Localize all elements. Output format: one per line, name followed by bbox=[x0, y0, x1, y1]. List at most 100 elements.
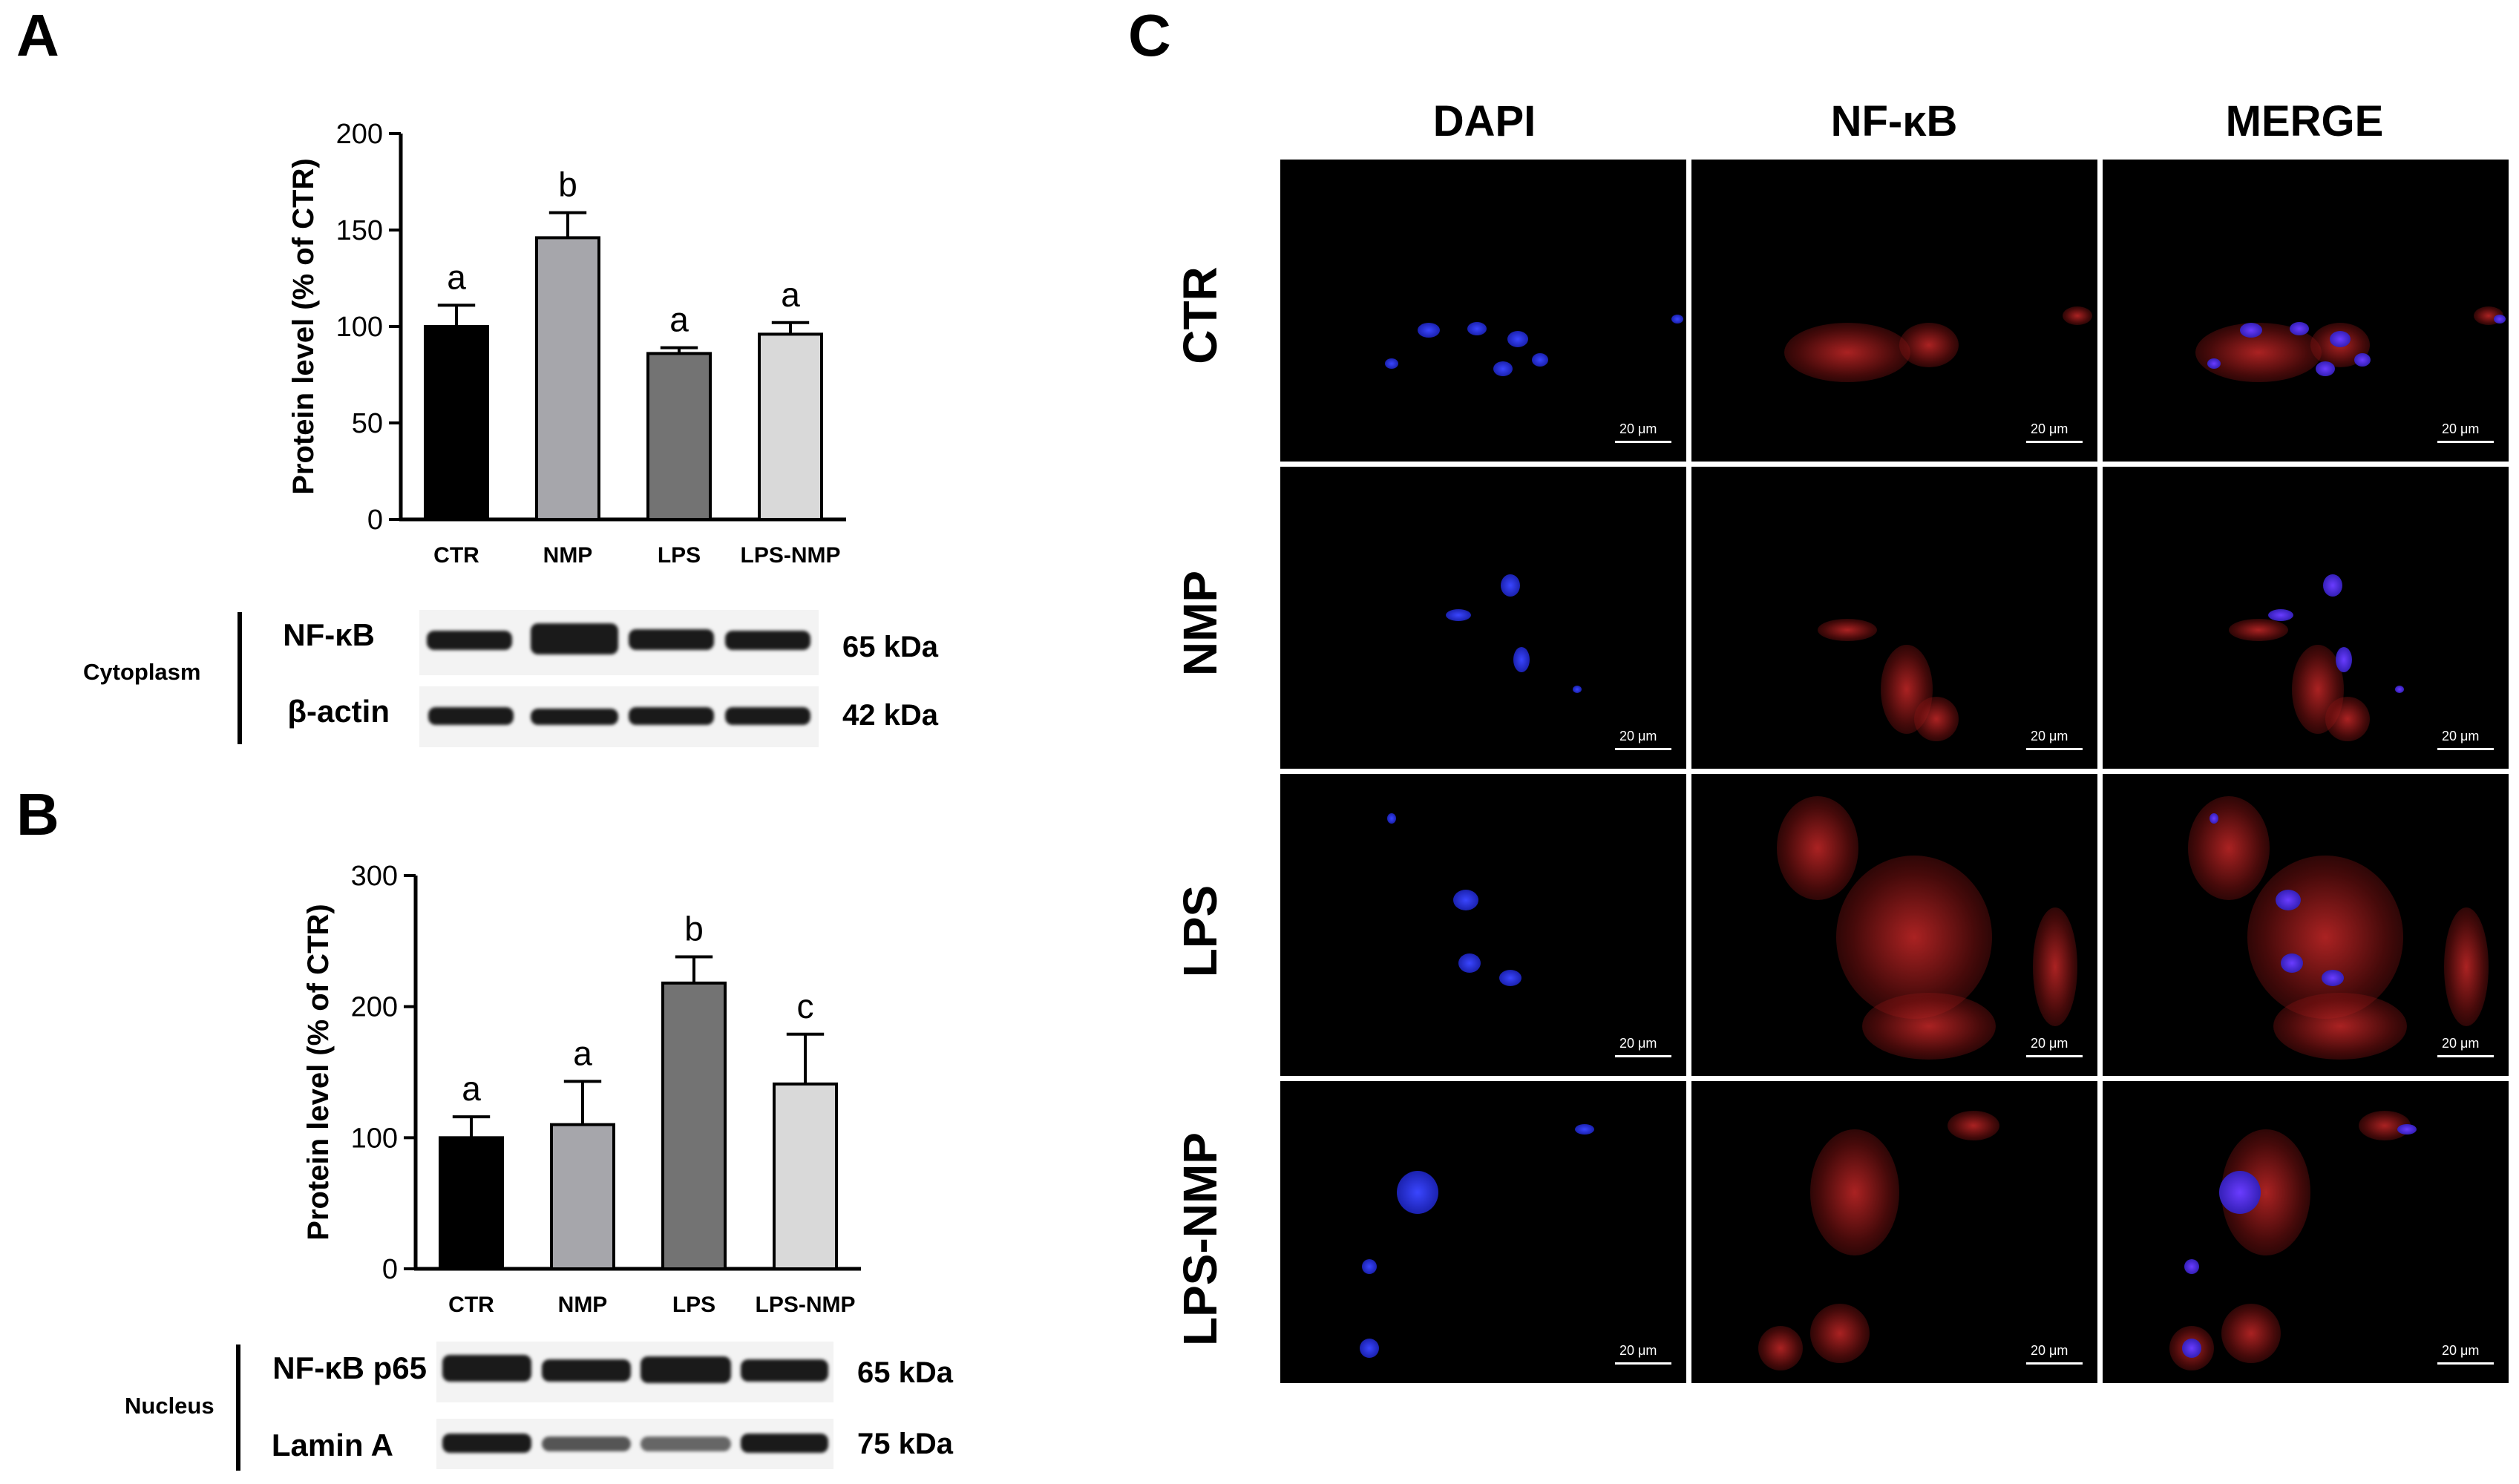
nucleus bbox=[1397, 1171, 1438, 1214]
significance-letter: b bbox=[558, 165, 577, 204]
scale-bar-label: 20 μm bbox=[2442, 421, 2480, 436]
cytoplasm-signal bbox=[1758, 1326, 1803, 1370]
x-tick-label: NMP bbox=[543, 543, 593, 568]
blot-label-nfkb-p65: NF-κB p65 bbox=[272, 1350, 427, 1385]
significance-letter: c bbox=[797, 987, 814, 1025]
significance-letter: a bbox=[573, 1034, 592, 1072]
bar-lps bbox=[661, 981, 727, 1270]
y-tick-label: 300 bbox=[351, 861, 398, 892]
micrograph-ctr-nfb: 20 μm bbox=[1691, 160, 2097, 462]
column-title-merge: MERGE bbox=[2225, 97, 2384, 145]
scale-bar bbox=[2437, 748, 2494, 750]
cytoplasm-signal bbox=[2325, 697, 2370, 741]
micrograph-nmp-nfb: 20 μm bbox=[1691, 467, 2097, 769]
nucleus bbox=[1387, 813, 1396, 824]
bar-lps-nmp bbox=[758, 332, 823, 521]
nucleus bbox=[1532, 353, 1548, 367]
scale-bar bbox=[2026, 748, 2083, 750]
micrograph-nmp-dapi: 20 μm bbox=[1280, 467, 1686, 769]
scale-bar bbox=[1615, 1362, 1671, 1365]
column-title-nfkb: NF-κB bbox=[1830, 97, 1958, 145]
micrograph-lps-nfb: 20 μm bbox=[1691, 774, 2097, 1076]
bar-lps-nmp bbox=[773, 1082, 838, 1270]
nucleus bbox=[2276, 890, 2301, 910]
nucleus bbox=[2397, 1124, 2417, 1135]
x-tick-label: LPS bbox=[658, 543, 701, 568]
significance-letter: a bbox=[669, 301, 689, 339]
nucleus bbox=[2210, 813, 2218, 824]
cytoplasm-signal bbox=[1836, 856, 1992, 1019]
y-tick-label: 200 bbox=[351, 992, 398, 1023]
bar-lps bbox=[646, 352, 712, 521]
scale-bar bbox=[2437, 441, 2494, 443]
row-title-nmp: NMP bbox=[1173, 570, 1227, 677]
nucleus bbox=[2354, 353, 2371, 367]
scale-bar bbox=[2437, 1055, 2494, 1057]
nucleus bbox=[1499, 970, 1521, 986]
nucleus bbox=[2395, 686, 2404, 693]
cytoplasm-signal bbox=[1862, 993, 1996, 1060]
row-title-ctr: CTR bbox=[1173, 266, 1227, 364]
cytoplasm-signal bbox=[1777, 796, 1858, 900]
nucleus bbox=[1575, 1124, 1594, 1135]
cytoplasm-signal bbox=[2444, 907, 2489, 1026]
blot-image-nfkb-p65-nucleus bbox=[436, 1342, 833, 1402]
nucleus bbox=[1360, 1339, 1379, 1358]
scale-bar-label: 20 μm bbox=[1619, 421, 1657, 436]
nucleus bbox=[1418, 323, 1440, 338]
scale-bar bbox=[1615, 1055, 1671, 1057]
cytoplasm-signal bbox=[1784, 323, 1910, 382]
nucleus bbox=[2316, 361, 2335, 376]
panel-letter-a: A bbox=[16, 2, 59, 68]
scale-bar-label: 20 μm bbox=[2442, 729, 2480, 743]
nucleus bbox=[2336, 647, 2352, 672]
bar-ctr bbox=[424, 325, 489, 521]
cytoplasm-signal bbox=[2247, 856, 2403, 1019]
row-title-lps: LPS bbox=[1173, 884, 1227, 978]
cytoplasm-signal bbox=[1914, 697, 1959, 741]
nucleus bbox=[1446, 609, 1471, 621]
micrograph-grid: 20 μm 20 μm 20 μm 20 μm 20 μm 20 μm 20 μm 20 μm… bbox=[1280, 160, 2509, 1384]
blot-label-nfkb: NF-κB bbox=[283, 617, 375, 652]
significance-letter: b bbox=[684, 910, 704, 948]
scale-bar bbox=[2026, 1055, 2083, 1057]
micrograph-lps-merge: 20 μm bbox=[2103, 774, 2509, 1076]
x-tick-label: LPS-NMP bbox=[756, 1293, 856, 1317]
nucleus bbox=[2182, 1339, 2201, 1358]
micrograph-lps-nmp-merge: 20 μm bbox=[2103, 1081, 2509, 1383]
kda-label-42-a: 42 kDa bbox=[842, 699, 938, 732]
nucleus bbox=[2281, 953, 2303, 973]
scale-bar-label: 20 μm bbox=[2442, 1343, 2480, 1358]
nucleus bbox=[2494, 315, 2506, 324]
micrograph-lps-nmp-dapi: 20 μm bbox=[1280, 1081, 1686, 1383]
y-axis-title: Protein level (% of CTR) bbox=[302, 904, 335, 1240]
scale-bar bbox=[1615, 748, 1671, 750]
blot-bracket-b bbox=[236, 1345, 240, 1471]
nucleus bbox=[1362, 1259, 1377, 1274]
scale-bar-label: 20 μm bbox=[2442, 1036, 2480, 1051]
row-title-lps-nmp: LPS-NMP bbox=[1173, 1132, 1227, 1346]
nucleus bbox=[1671, 315, 1683, 324]
blot-image-beta-actin bbox=[419, 686, 819, 747]
nucleus bbox=[1507, 331, 1528, 347]
panel-letter-b: B bbox=[16, 781, 59, 847]
x-tick-label: NMP bbox=[558, 1293, 608, 1317]
nucleus bbox=[2219, 1171, 2261, 1214]
cytoplasm-signal bbox=[1899, 323, 1959, 367]
y-tick-label: 100 bbox=[351, 1123, 398, 1154]
y-axis-title: Protein level (% of CTR) bbox=[287, 158, 320, 494]
scale-bar bbox=[2026, 441, 2083, 443]
scale-bar bbox=[2437, 1362, 2494, 1365]
cytoplasm-signal bbox=[2063, 306, 2092, 325]
kda-label-65-a: 65 kDa bbox=[842, 631, 938, 663]
cytoplasm-signal bbox=[2229, 619, 2288, 641]
cytoplasm-signal bbox=[1818, 619, 1877, 641]
y-tick-label: 100 bbox=[336, 312, 383, 343]
bar-nmp bbox=[550, 1123, 615, 1270]
y-tick-label: 0 bbox=[367, 505, 383, 536]
scale-bar bbox=[2026, 1362, 2083, 1365]
nucleus bbox=[2240, 323, 2262, 338]
nucleus bbox=[2290, 322, 2309, 335]
micrograph-lps-dapi: 20 μm bbox=[1280, 774, 1686, 1076]
blot-label-beta-actin: β-actin bbox=[287, 694, 390, 729]
